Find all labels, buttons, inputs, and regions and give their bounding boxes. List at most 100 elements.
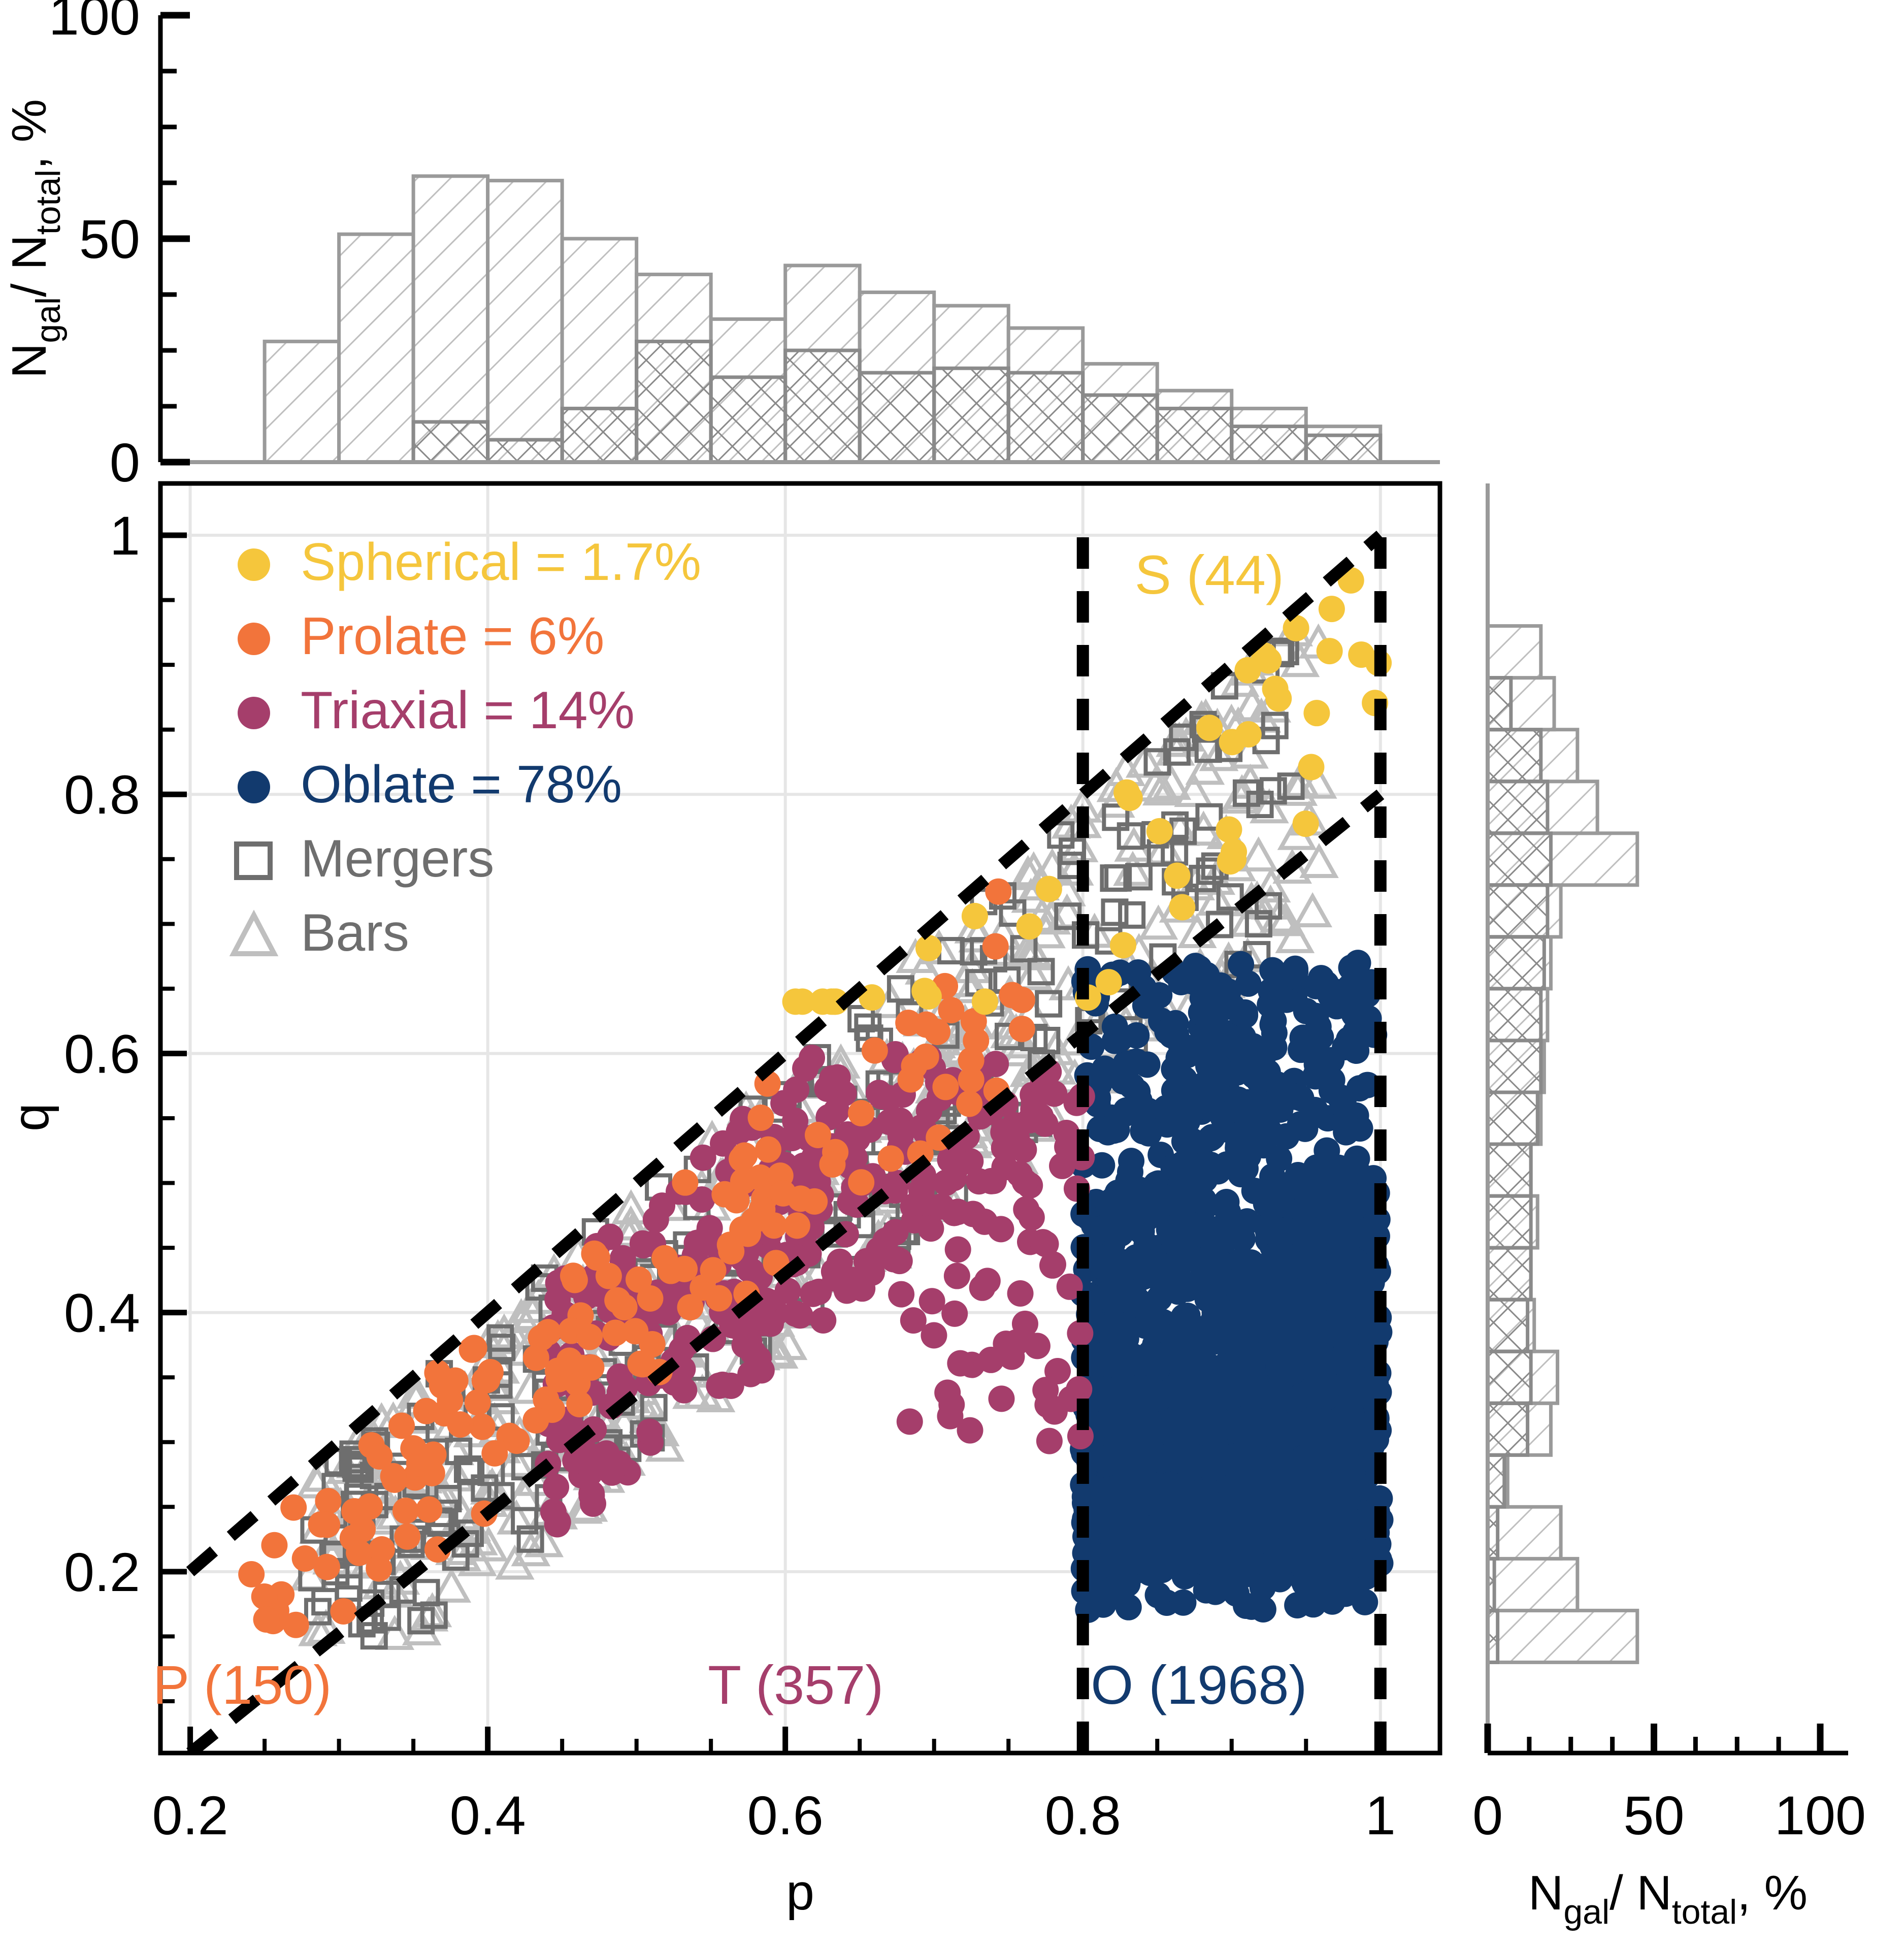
scatter-point-spherical: [789, 988, 816, 1015]
right-xlabel-sub-total: total: [1672, 1893, 1737, 1931]
xtick-label: 0.6: [747, 1785, 824, 1846]
scatter-point-spherical: [1146, 818, 1173, 845]
right-hist-xlabel: Ngal/ Ntotal, %: [1528, 1866, 1808, 1931]
scatter-point-prolate: [1008, 1016, 1035, 1043]
scatter-point-oblate: [1307, 1024, 1334, 1051]
merger-marker: [471, 1474, 499, 1502]
scatter-point-oblate: [1309, 1520, 1336, 1547]
scatter-point-oblate: [1267, 1096, 1294, 1123]
scatter-point-oblate: [1215, 1023, 1242, 1050]
bar-marker: [1185, 750, 1225, 785]
scatter-point-prolate: [251, 1583, 278, 1610]
region-annotations: S (44) P (150) T (357) O (1968): [153, 544, 1307, 1715]
top-marginal-histogram: 0 50 100 Ngal/ Ntotal, %: [2, 0, 1440, 493]
scatter-point-oblate: [1342, 1248, 1369, 1275]
scatter-point-oblate: [1184, 1444, 1210, 1471]
scatter-point-triaxial: [690, 1144, 716, 1171]
xtick-label: 0.4: [450, 1785, 526, 1846]
scatter-point-oblate: [1178, 1371, 1205, 1398]
scatter-point-triaxial: [900, 1307, 927, 1334]
scatter-point-prolate: [711, 1181, 738, 1208]
legend-marker-square: [234, 841, 273, 880]
merger-marker: [1118, 901, 1146, 929]
top-hist-bar: [411, 420, 490, 464]
bar-marker: [1299, 842, 1339, 878]
scatter-point-oblate: [1232, 1002, 1259, 1029]
scatter-point-triaxial: [1024, 1333, 1051, 1359]
scatter-point-oblate: [1109, 1329, 1136, 1356]
bar-marker: [1014, 935, 1054, 970]
scatter-point-prolate: [960, 1008, 987, 1035]
scatter-point-oblate: [1297, 1176, 1324, 1203]
scatter-point-prolate: [474, 1367, 501, 1393]
scatter-point-oblate: [1150, 1190, 1177, 1217]
scatter-point-prolate: [503, 1428, 530, 1454]
legend-item-label: Prolate = 6%: [301, 607, 604, 666]
scatter-point-oblate: [1253, 1190, 1279, 1217]
bar-marker: [402, 1610, 442, 1646]
scatter-point-prolate: [315, 1487, 342, 1514]
scatter-point-oblate: [1299, 1490, 1326, 1517]
legend-item-label: Triaxial = 14%: [301, 681, 635, 740]
right-hist-bar: [1486, 1039, 1543, 1094]
scatter-point-oblate: [1332, 1327, 1359, 1354]
scatter-point-spherical: [1292, 810, 1319, 837]
scatter-point-spherical: [1234, 657, 1261, 684]
bar-marker: [1013, 955, 1053, 991]
merger-marker: [1047, 821, 1075, 849]
scatter-point-triaxial: [880, 1246, 907, 1273]
scatter-point-oblate: [1314, 1137, 1340, 1164]
scatter-point-triaxial: [941, 1300, 968, 1327]
bar-marker: [1199, 736, 1239, 771]
scatter-point-triaxial: [974, 1268, 1001, 1294]
scatter-point-prolate: [447, 1411, 474, 1438]
xtick-label: 0.2: [152, 1785, 228, 1846]
scatter-point-oblate: [1170, 1589, 1197, 1616]
scatter-point-triaxial: [977, 1346, 1004, 1373]
merger-marker: [1102, 803, 1130, 831]
scatter-point-oblate: [1282, 1332, 1308, 1358]
scatter-point-oblate: [1301, 1276, 1328, 1303]
scatter-point-prolate: [1008, 987, 1035, 1014]
scatter-point-oblate: [1339, 1454, 1366, 1481]
merger-marker: [1216, 883, 1244, 911]
scatter-point-oblate: [1225, 1086, 1252, 1113]
scatter-point-prolate: [392, 1497, 419, 1524]
scatter-point-prolate: [366, 1443, 393, 1470]
scatter-point-oblate: [1104, 1179, 1131, 1206]
right-xlabel-N: N: [1528, 1866, 1563, 1920]
right-hist-bar: [1486, 1246, 1533, 1302]
scatter-point-oblate: [1316, 976, 1343, 1003]
scatter-point-prolate: [924, 1019, 951, 1046]
scatter-point-oblate: [1154, 1018, 1181, 1045]
scatter-points-layer: [238, 567, 1394, 1638]
scatter-point-triaxial: [1007, 1280, 1034, 1307]
top-hist-bar: [486, 179, 564, 464]
right-hist-bar: [1486, 624, 1543, 680]
scatter-point-prolate: [469, 1413, 496, 1440]
merger-marker: [407, 1607, 435, 1635]
scatter-point-triaxial: [782, 1300, 809, 1327]
legend-marker-circle: [238, 697, 270, 729]
scatter-point-oblate: [1302, 1002, 1329, 1029]
scatter-point-prolate: [982, 933, 1009, 960]
scatter-point-oblate: [1126, 1176, 1153, 1203]
scatter-point-oblate: [1138, 1546, 1165, 1573]
scatter-point-triaxial: [710, 1130, 737, 1157]
scatter-point-triaxial: [740, 1339, 767, 1366]
top-hist-bars: [262, 174, 1383, 464]
scatter-point-prolate: [958, 1066, 984, 1093]
scatter-point-prolate: [622, 1318, 649, 1345]
scatter-point-oblate: [1282, 955, 1308, 982]
scatter-point-prolate: [464, 1389, 491, 1416]
right-hist-bar: [1486, 1608, 1639, 1664]
merger-marker: [412, 1579, 440, 1607]
bar-marker: [511, 1369, 551, 1404]
region-annotation-s: S (44): [1135, 544, 1284, 605]
scatter-point-triaxial: [957, 1417, 983, 1444]
scatter-point-oblate: [1124, 961, 1151, 988]
merger-marker: [457, 1457, 485, 1485]
region-annotation-o: O (1968): [1091, 1654, 1307, 1715]
scatter-point-oblate: [1153, 1095, 1179, 1122]
